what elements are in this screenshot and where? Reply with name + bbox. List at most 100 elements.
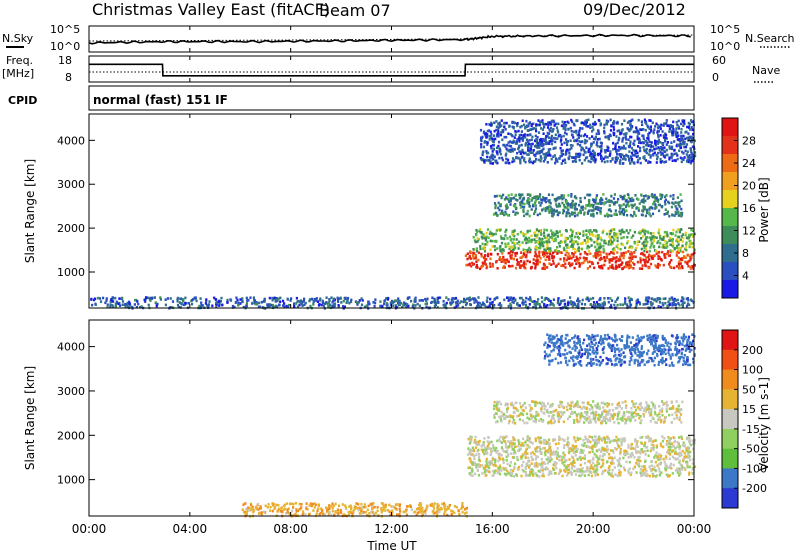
heatmap-cell	[538, 143, 541, 147]
heatmap-cell	[664, 150, 667, 153]
heatmap-cell	[563, 453, 566, 457]
heatmap-cell	[555, 264, 558, 267]
heatmap-cell	[594, 303, 597, 306]
heatmap-cell	[383, 299, 387, 302]
heatmap-cell	[471, 460, 474, 464]
heatmap-cell	[504, 161, 507, 165]
heatmap-cell	[648, 127, 651, 130]
heatmap-cell	[593, 120, 597, 124]
heatmap-cell	[676, 457, 679, 461]
heatmap-cell	[465, 302, 468, 305]
heatmap-cell	[636, 137, 639, 140]
heatmap-cell	[617, 247, 620, 250]
heatmap-cell	[594, 443, 597, 446]
heatmap-cell	[516, 263, 519, 266]
heatmap-cell	[540, 140, 544, 143]
heatmap-cell	[520, 296, 523, 300]
heatmap-cell	[631, 118, 634, 122]
heatmap-cell	[632, 267, 635, 270]
cpid-panel-frame	[88, 85, 695, 111]
heatmap-cell	[467, 297, 470, 300]
heatmap-cell	[499, 204, 502, 208]
heatmap-cell	[469, 436, 472, 440]
heatmap-cell	[609, 237, 612, 240]
heatmap-cell	[513, 121, 516, 125]
heatmap-cell	[590, 152, 593, 155]
heatmap-cell	[520, 201, 524, 204]
heatmap-cell	[483, 141, 486, 144]
heatmap-cell	[603, 449, 606, 452]
heatmap-cell	[536, 260, 539, 263]
heatmap-cell	[514, 133, 517, 137]
heatmap-cell	[675, 265, 678, 268]
heatmap-cell	[562, 194, 566, 197]
heatmap-cell	[299, 299, 302, 302]
heatmap-cell	[512, 196, 516, 200]
heatmap-cell	[531, 451, 534, 454]
heatmap-cell	[634, 152, 637, 156]
heatmap-cell	[490, 448, 493, 451]
heatmap-cell	[642, 210, 645, 213]
heatmap-cell	[619, 471, 622, 474]
heatmap-cell	[626, 235, 629, 239]
heatmap-cell	[671, 298, 674, 301]
heatmap-cell	[612, 202, 616, 205]
heatmap-cell	[683, 156, 686, 159]
heatmap-cell	[534, 201, 537, 205]
heatmap-cell	[671, 241, 674, 244]
heatmap-cell	[608, 441, 611, 444]
heatmap-cell	[492, 305, 495, 309]
heatmap-cell	[506, 258, 509, 262]
heatmap-cell	[550, 123, 553, 126]
heatmap-cell	[379, 304, 382, 308]
heatmap-cell	[660, 146, 663, 149]
heatmap-cell	[648, 150, 651, 153]
heatmap-cell	[654, 203, 657, 206]
heatmap-cell	[630, 252, 634, 255]
heatmap-cell	[569, 296, 572, 299]
heatmap-cell	[410, 299, 413, 303]
heatmap-cell	[661, 146, 664, 150]
heatmap-cell	[626, 213, 629, 217]
heatmap-cell	[109, 305, 112, 309]
heatmap-cell	[496, 252, 499, 256]
heatmap-cell	[619, 155, 623, 159]
heatmap-cell	[299, 301, 303, 304]
heatmap-cell	[129, 304, 132, 307]
heatmap-cell	[654, 144, 658, 147]
heatmap-cell	[664, 239, 667, 243]
heatmap-cell	[686, 158, 689, 162]
heatmap-cell	[576, 448, 579, 451]
heatmap-cell	[678, 446, 681, 449]
heatmap-cell	[652, 474, 655, 478]
heatmap-cell	[654, 264, 657, 267]
heatmap-cell	[648, 439, 651, 443]
heatmap-cell	[501, 128, 504, 132]
heatmap-cell	[530, 468, 533, 471]
heatmap-cell	[480, 254, 483, 258]
heatmap-cell	[472, 248, 475, 251]
heatmap-cell	[533, 238, 536, 241]
heatmap-cell	[662, 149, 665, 152]
heatmap-cell	[671, 455, 674, 459]
heatmap-cell	[547, 193, 551, 196]
heatmap-cell	[664, 160, 668, 163]
heatmap-cell	[399, 301, 403, 305]
heatmap-cell	[537, 436, 540, 440]
heatmap-cell	[492, 157, 495, 161]
heatmap-cell	[550, 134, 553, 138]
heatmap-cell	[538, 146, 541, 149]
heatmap-cell	[271, 296, 274, 300]
heatmap-cell	[632, 447, 635, 450]
heatmap-cell	[529, 470, 532, 474]
heatmap-cell	[481, 236, 484, 240]
heatmap-cell	[665, 468, 668, 471]
heatmap-cell	[590, 157, 593, 160]
heatmap-cell	[506, 449, 509, 452]
heatmap-cell	[600, 149, 603, 153]
heatmap-cell	[673, 247, 677, 250]
heatmap-cell	[657, 135, 660, 139]
heatmap-cell	[681, 296, 684, 299]
heatmap-cell	[663, 195, 667, 199]
heatmap-cell	[585, 124, 588, 128]
